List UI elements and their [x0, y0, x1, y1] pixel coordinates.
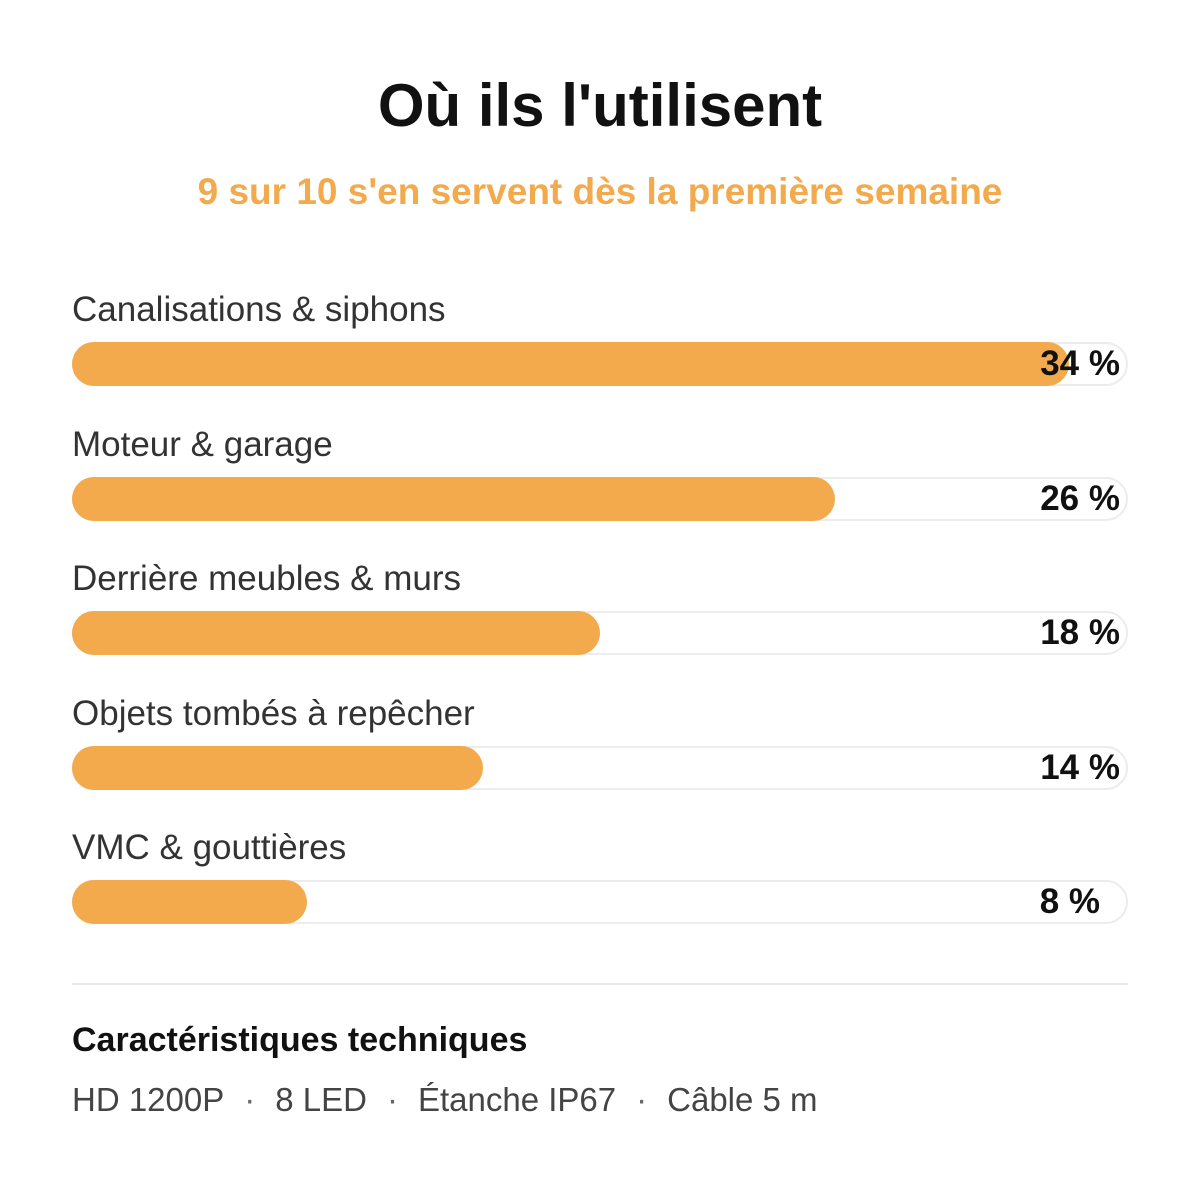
bar-row: Derrière meubles & murs 18 % — [72, 553, 1128, 688]
spec-item: Câble 5 m — [667, 1081, 818, 1118]
divider — [72, 983, 1128, 985]
spec-separator: · — [636, 1081, 648, 1118]
bar-value-label: 8 % — [1039, 882, 1100, 921]
bar-fill — [72, 342, 1069, 386]
bar-label: Canalisations & siphons — [72, 290, 446, 329]
bar-fill — [72, 476, 835, 521]
bar-label: Objets tombés à repêcher — [72, 693, 475, 733]
bar-chart: Canalisations & siphons 34 % Moteur & gara… — [72, 284, 1128, 957]
bar-value-label: 18 % — [1040, 613, 1120, 652]
spec-item: HD 1200P — [72, 1081, 225, 1118]
bar-label: Derrière meubles & murs — [72, 559, 461, 598]
bar-row: VMC & gouttières 8 % — [72, 822, 1128, 957]
bar-value-label: 26 % — [1040, 478, 1120, 518]
bar-fill — [72, 880, 307, 924]
bar-label: VMC & gouttières — [72, 828, 347, 867]
spec-item: Étanche IP67 — [417, 1081, 617, 1118]
chart-subtitle: 9 sur 10 s'en servent dès la première se… — [197, 171, 1003, 212]
spec-separator: · — [386, 1081, 398, 1118]
bar-value-label: 34 % — [1040, 344, 1120, 383]
bar-row: Moteur & garage 26 % — [72, 419, 1128, 554]
bar-row: Canalisations & siphons 34 % — [72, 284, 1128, 419]
spec-separator: · — [244, 1081, 256, 1118]
chart-title: Où ils l'utilisent — [377, 72, 823, 139]
bar-value-label: 14 % — [1040, 747, 1120, 787]
bar-fill — [72, 611, 600, 655]
spec-item: 8 LED — [275, 1081, 367, 1118]
bar-fill — [72, 745, 483, 790]
bar-label: Moteur & garage — [72, 424, 333, 464]
bar-row: Objets tombés à repêcher 14 % — [72, 688, 1128, 823]
specs-list: HD 1200P · 8 LED · Étanche IP67 · Câble 5 m — [72, 1078, 818, 1122]
specs-title: Caractéristiques techniques — [72, 1021, 528, 1059]
